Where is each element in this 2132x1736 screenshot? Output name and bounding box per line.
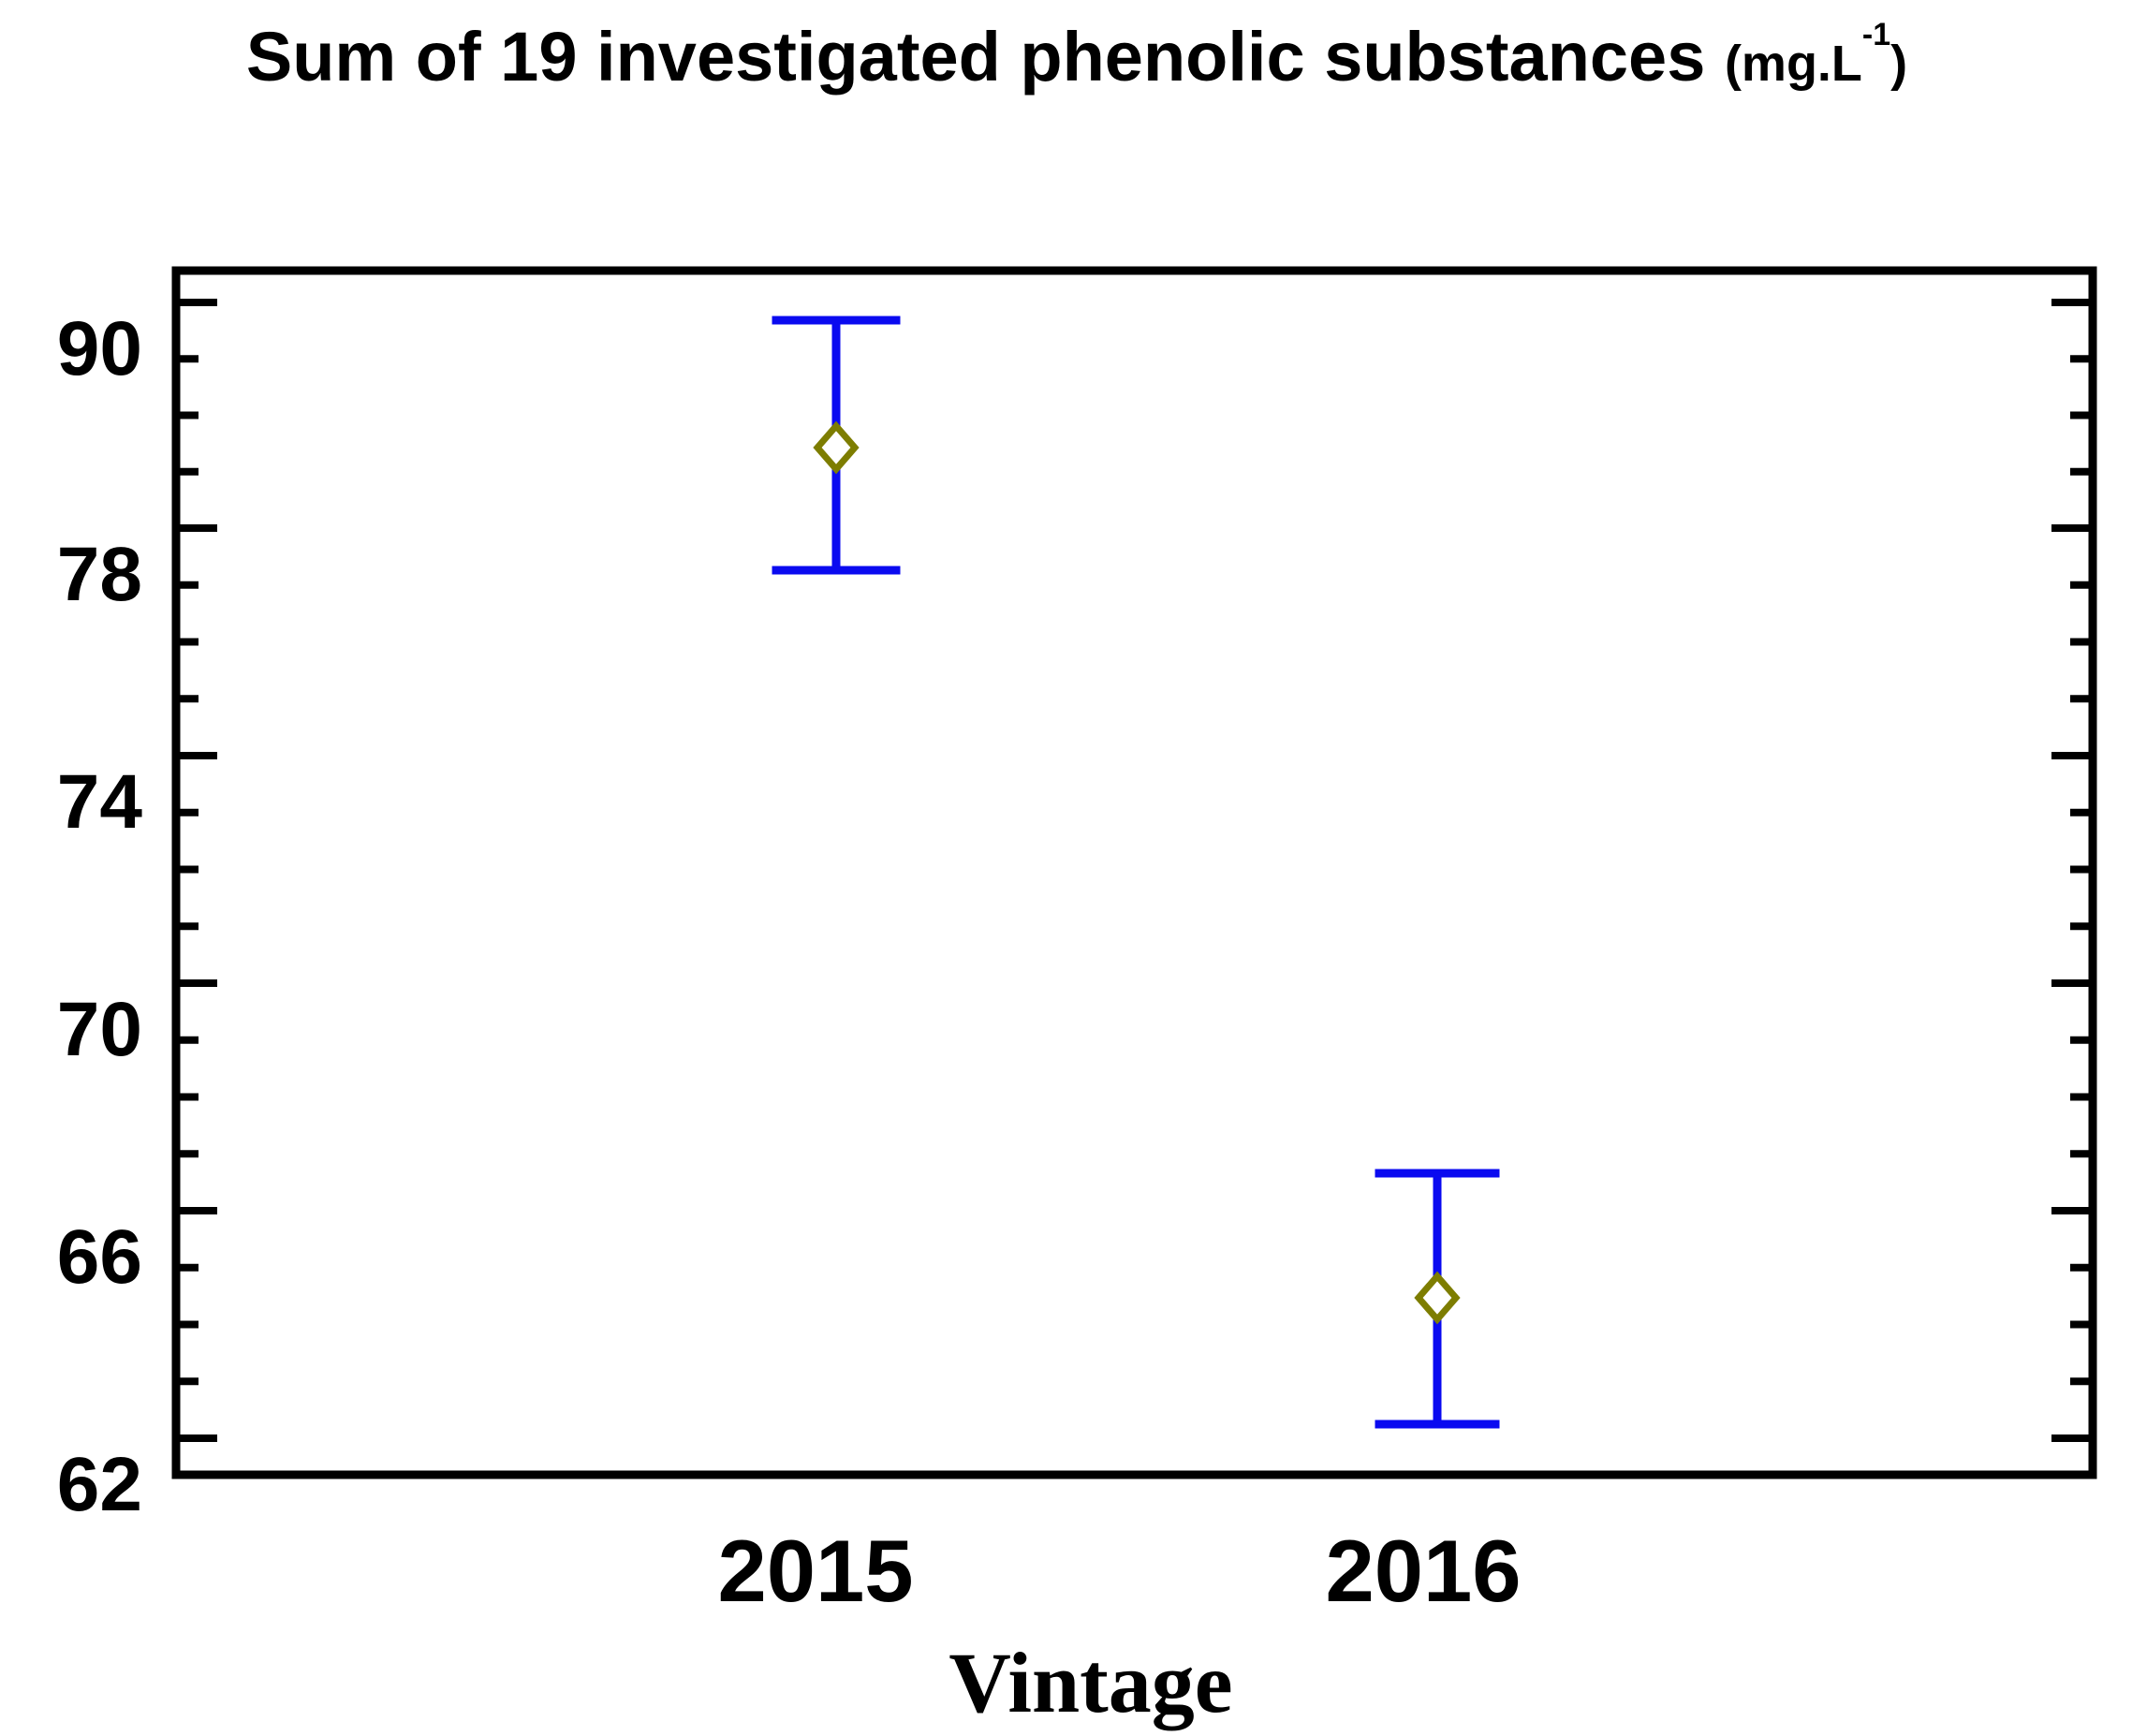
mean-marker-diamond-2015 — [813, 420, 860, 475]
y-tick-label: 78 — [56, 532, 142, 617]
y-tick-label: 70 — [56, 987, 142, 1072]
x-tick-label: 2016 — [1325, 1522, 1522, 1620]
y-tick-label: 66 — [56, 1214, 142, 1300]
chart-title-main: Sum of 19 investigated phenolic substanc… — [245, 18, 1706, 96]
x-axis-title: Vintage — [948, 1635, 1233, 1730]
x-tick-label: 2015 — [717, 1522, 914, 1620]
y-tick-label: 90 — [56, 306, 142, 391]
y-tick-label: 62 — [56, 1442, 142, 1527]
chart-title-unit: (mg.L-1) — [1724, 17, 1908, 92]
plot-frame — [171, 266, 2097, 1479]
unit-superscript: -1 — [1861, 17, 1891, 52]
chart-title: Sum of 19 investigated phenolic substanc… — [246, 17, 1907, 96]
mean-marker-diamond-2016 — [1414, 1271, 1461, 1325]
y-tick-label: 74 — [56, 759, 142, 845]
